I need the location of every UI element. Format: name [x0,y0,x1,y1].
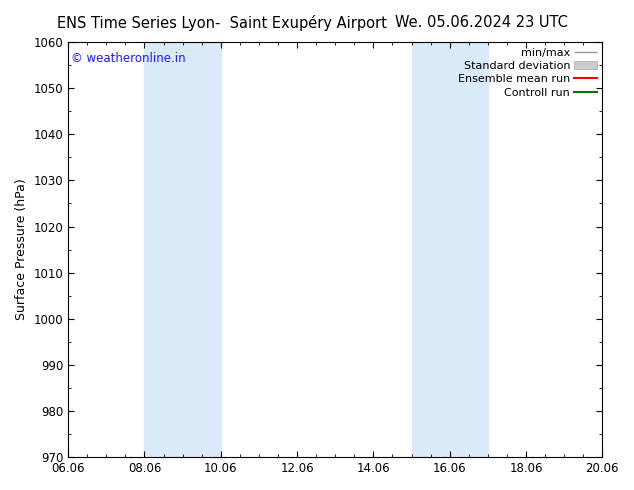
Text: We. 05.06.2024 23 UTC: We. 05.06.2024 23 UTC [396,15,568,30]
Y-axis label: Surface Pressure (hPa): Surface Pressure (hPa) [15,179,28,320]
Bar [145,42,221,457]
Bar [411,42,488,457]
Title: ENS Time Series Lyon-  Saint Exupéry Airport     We. 05.06.2024 23 UTC: ENS Time Series Lyon- Saint Exupéry Airp… [0,489,1,490]
Text: ENS Time Series Lyon-  Saint Exupéry Airport: ENS Time Series Lyon- Saint Exupéry Airp… [57,15,387,31]
Text: © weatheronline.in: © weatheronline.in [71,52,186,66]
Legend: min/max, Standard deviation, Ensemble mean run, Controll run: min/max, Standard deviation, Ensemble me… [456,46,599,100]
